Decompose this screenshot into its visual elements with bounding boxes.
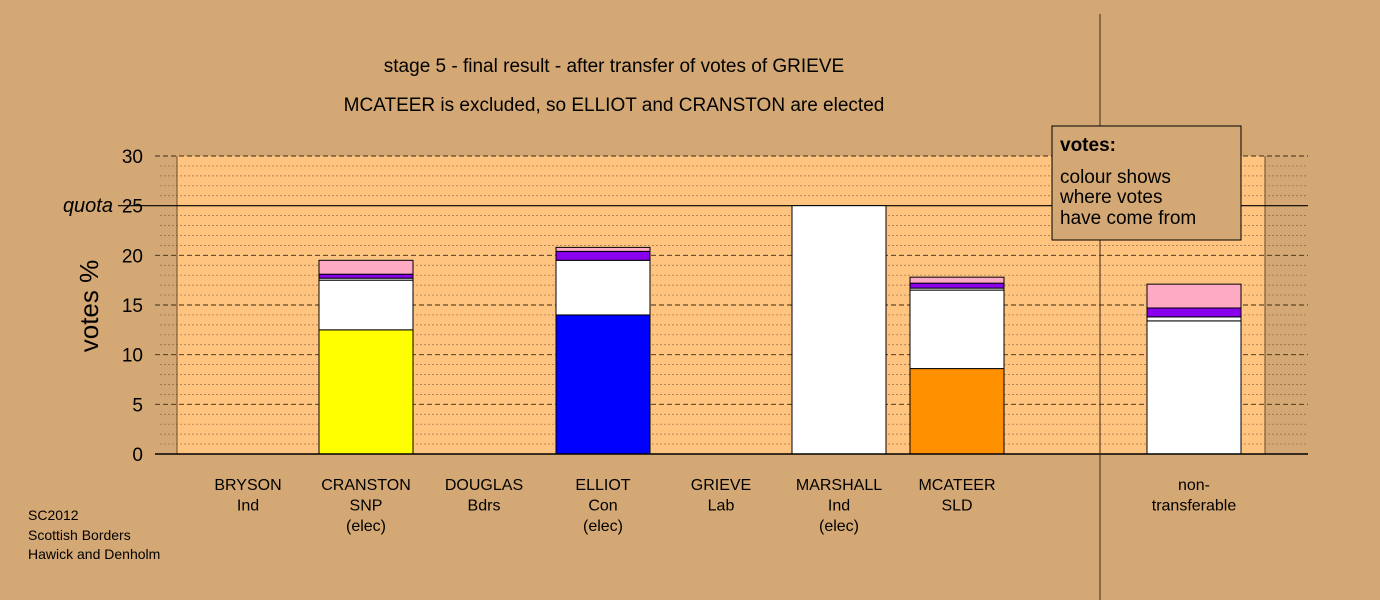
x-label-elliot-status: (elec) — [583, 518, 623, 535]
x-label-elliot-party: Con — [588, 498, 617, 515]
quota-label: quota — [63, 195, 113, 217]
x-label-elliot-name: ELLIOT — [575, 477, 630, 494]
bar-segment-cranston-4 — [318, 259, 414, 275]
legend-line-1: colour shows — [1060, 167, 1171, 188]
legend-line-2: where votes — [1059, 187, 1162, 208]
bar-segment-cranston-0 — [318, 329, 414, 455]
bar-segment-elliot-1 — [555, 259, 651, 316]
y-tick-label: 20 — [122, 246, 143, 267]
x-label-cranston-name: CRANSTON — [321, 477, 411, 494]
bar-segment-mcateer-0 — [909, 368, 1005, 455]
y-tick-label: 25 — [122, 197, 143, 218]
bar-segment-mcateer-3 — [909, 282, 1005, 289]
chart-title-line2: MCATEER is excluded, so ELLIOT and CRANS… — [344, 95, 885, 116]
bar-segment-non-2 — [1146, 307, 1242, 318]
legend-title: votes: — [1060, 135, 1116, 156]
x-label-cranston-status: (elec) — [346, 518, 386, 535]
y-tick-label: 15 — [122, 296, 143, 317]
source-line-1: SC2012 — [28, 507, 79, 523]
bar-segment-non-1 — [1146, 316, 1242, 322]
x-label-douglas-party: Bdrs — [468, 498, 501, 515]
bar-segment-cranston-1 — [318, 279, 414, 331]
x-label-grieve-party: Lab — [708, 498, 735, 515]
x-label-bryson-name: BRYSON — [214, 477, 281, 494]
y-tick-label: 0 — [132, 445, 143, 466]
x-label-grieve-name: GRIEVE — [691, 477, 751, 494]
x-label-marshall-party: Ind — [828, 498, 850, 515]
y-tick-label: 10 — [122, 346, 143, 367]
bar-segment-elliot-3 — [555, 246, 651, 252]
x-label-mcateer-name: MCATEER — [918, 477, 995, 494]
bar-segment-cranston-3 — [318, 273, 414, 279]
x-label-non-party: transferable — [1152, 498, 1237, 515]
bar-segment-elliot-2 — [555, 250, 651, 261]
legend-line-3: have come from — [1060, 208, 1196, 229]
x-label-bryson-party: Ind — [237, 498, 259, 515]
y-tick-label: 30 — [122, 147, 143, 168]
bar-segment-elliot-0 — [555, 314, 651, 455]
source-line-2: Scottish Borders — [28, 527, 131, 543]
source-line-3: Hawick and Denholm — [28, 546, 160, 562]
x-label-marshall-status: (elec) — [819, 518, 859, 535]
legend-box: votes: colour shows where votes have com… — [1051, 125, 1242, 241]
bar-segment-marshall-0 — [791, 205, 887, 455]
x-label-mcateer-party: SLD — [941, 498, 972, 515]
bar-segment-non-3 — [1146, 283, 1242, 309]
bar-segment-non-0 — [1146, 320, 1242, 455]
y-tick-label: 5 — [132, 395, 143, 416]
x-label-douglas-name: DOUGLAS — [445, 477, 523, 494]
bar-segment-mcateer-4 — [909, 276, 1005, 284]
x-label-marshall-name: MARSHALL — [796, 477, 882, 494]
chart-title-line1: stage 5 - final result - after transfer … — [384, 56, 844, 77]
x-label-cranston-party: SNP — [350, 498, 383, 515]
bar-segment-mcateer-1 — [909, 289, 1005, 370]
y-axis-label: votes % — [74, 260, 104, 353]
x-label-non-name: non- — [1178, 477, 1210, 494]
